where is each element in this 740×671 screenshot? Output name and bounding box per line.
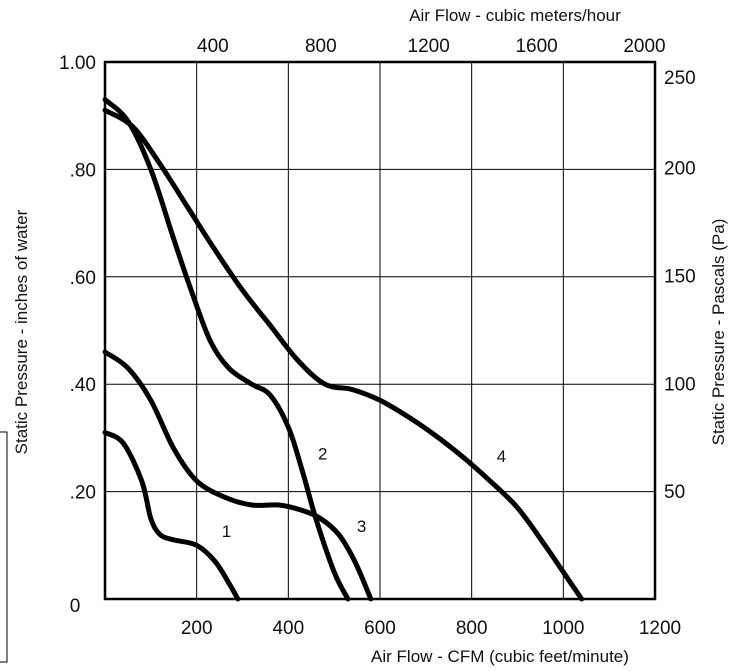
x-tick-label: 600 [364,618,396,639]
y-tick-label: 1.00 [59,53,96,74]
x-tick-label: 0 [70,596,81,617]
y2-tick-label: 50 [664,482,685,503]
curve-label-2: 2 [318,444,327,463]
y-axis-title: Static Pressure - inches of water [12,209,31,454]
grid [105,62,655,599]
x2-axis-title: Air Flow - cubic meters/hour [409,6,621,25]
curve-1 [102,430,241,602]
x2-tick-label: 2000 [623,36,665,57]
x-tick-label: 200 [181,618,213,639]
x-tick-label: 400 [272,618,304,639]
y2-tick-label: 250 [664,68,696,89]
curve-labels: 1 2 3 4 [222,444,506,541]
x2-tick-label: 400 [197,36,229,57]
y-tick-label: .80 [70,160,96,181]
x2-tick-label: 1600 [515,36,557,57]
y2-tick-label: 100 [664,374,696,395]
x-tick-label: 1000 [542,618,584,639]
curve-label-3: 3 [357,517,366,536]
curve-3 [102,349,374,602]
x-tick-label: 800 [456,618,488,639]
y2-axis-title: Static Pressure - Pascals (Pa) [709,219,728,446]
plot-frame [103,60,657,601]
curves [102,97,585,602]
y-tick-label: .20 [70,483,96,504]
x2-tick-label: 1200 [408,36,450,57]
y2-tick-label: 150 [664,267,696,288]
curve-label-1: 1 [222,522,231,541]
y2-tick-label: 200 [664,159,696,180]
side-panel-frame [0,431,8,663]
x2-tick-label: 800 [305,36,337,57]
x-axis-title: Air Flow - CFM (cubic feet/minute) [371,647,629,666]
x-tick-label: 1200 [639,618,681,639]
y-tick-label: .60 [70,268,96,289]
curve-4 [102,107,585,602]
curve-label-4: 4 [497,447,506,466]
y-tick-label: .40 [70,375,96,396]
